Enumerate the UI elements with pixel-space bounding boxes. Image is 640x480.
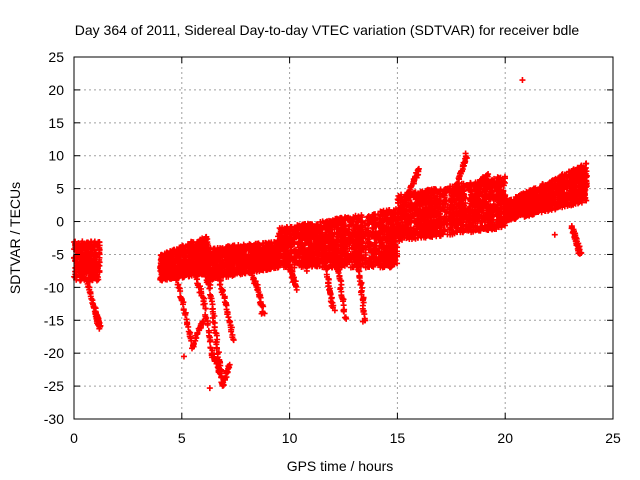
data-point xyxy=(268,239,275,246)
data-point xyxy=(219,254,226,261)
data-point xyxy=(177,260,184,267)
data-point xyxy=(217,258,224,265)
data-point xyxy=(76,245,83,252)
data-point xyxy=(223,263,230,270)
data-point xyxy=(80,252,87,259)
data-point xyxy=(229,254,236,261)
data-point xyxy=(166,275,173,282)
data-point xyxy=(272,246,279,253)
data-point xyxy=(91,239,98,246)
data-point xyxy=(176,245,183,252)
data-point xyxy=(242,247,249,254)
data-point xyxy=(96,247,103,254)
data-point xyxy=(176,251,183,258)
data-point xyxy=(268,262,275,269)
data-point xyxy=(236,268,243,275)
data-point xyxy=(200,240,207,247)
data-point xyxy=(267,245,274,252)
data-point xyxy=(182,244,189,251)
data-point xyxy=(260,260,267,267)
data-point xyxy=(254,240,261,247)
data-point xyxy=(92,258,99,265)
data-point xyxy=(159,274,166,281)
data-point xyxy=(210,275,217,282)
data-point xyxy=(260,267,267,274)
data-point xyxy=(230,265,237,272)
data-point xyxy=(182,263,189,270)
data-point xyxy=(205,250,212,257)
data-point xyxy=(210,261,217,268)
data-point xyxy=(254,266,261,273)
data-point xyxy=(96,256,103,263)
data-point xyxy=(211,245,218,252)
data-point xyxy=(159,254,166,261)
data-point xyxy=(248,243,255,250)
data-point xyxy=(182,269,189,276)
data-point xyxy=(182,256,189,263)
data-point xyxy=(237,243,244,250)
data-point xyxy=(82,241,89,248)
data-point xyxy=(161,250,168,257)
data-point xyxy=(233,255,240,262)
data-point xyxy=(236,261,243,268)
data-point xyxy=(93,252,100,259)
data-point xyxy=(266,256,273,263)
data-point xyxy=(87,255,94,262)
data-point xyxy=(72,240,79,247)
data-point xyxy=(80,259,87,266)
data-point xyxy=(91,274,98,281)
data-point xyxy=(89,250,96,257)
data-point xyxy=(260,240,267,247)
data-point xyxy=(217,245,224,252)
data-point xyxy=(255,252,262,259)
data-point xyxy=(223,244,230,251)
data-marks xyxy=(71,77,590,392)
data-point xyxy=(159,266,166,273)
data-point xyxy=(202,234,209,241)
data-point xyxy=(204,260,211,267)
data-point xyxy=(255,261,262,268)
data-point xyxy=(96,262,103,269)
data-point xyxy=(237,256,244,263)
data-point xyxy=(223,271,230,278)
data-point xyxy=(87,243,94,250)
data-point xyxy=(231,269,238,276)
data-point xyxy=(72,264,79,271)
data-point xyxy=(91,265,98,272)
data-point xyxy=(72,274,79,281)
data-point xyxy=(263,248,270,255)
data-point xyxy=(96,238,103,245)
data-point xyxy=(188,245,195,252)
data-point xyxy=(250,260,257,267)
data-point xyxy=(242,252,249,259)
data-point xyxy=(229,246,236,253)
data-point xyxy=(369,241,376,248)
data-point xyxy=(240,241,247,248)
data-point xyxy=(231,258,238,265)
data-point xyxy=(223,255,230,262)
data-point xyxy=(189,254,196,261)
data-point xyxy=(248,253,255,260)
chart-title: Day 364 of 2011, Sidereal Day-to-day VTE… xyxy=(75,22,580,38)
data-point xyxy=(83,247,90,254)
